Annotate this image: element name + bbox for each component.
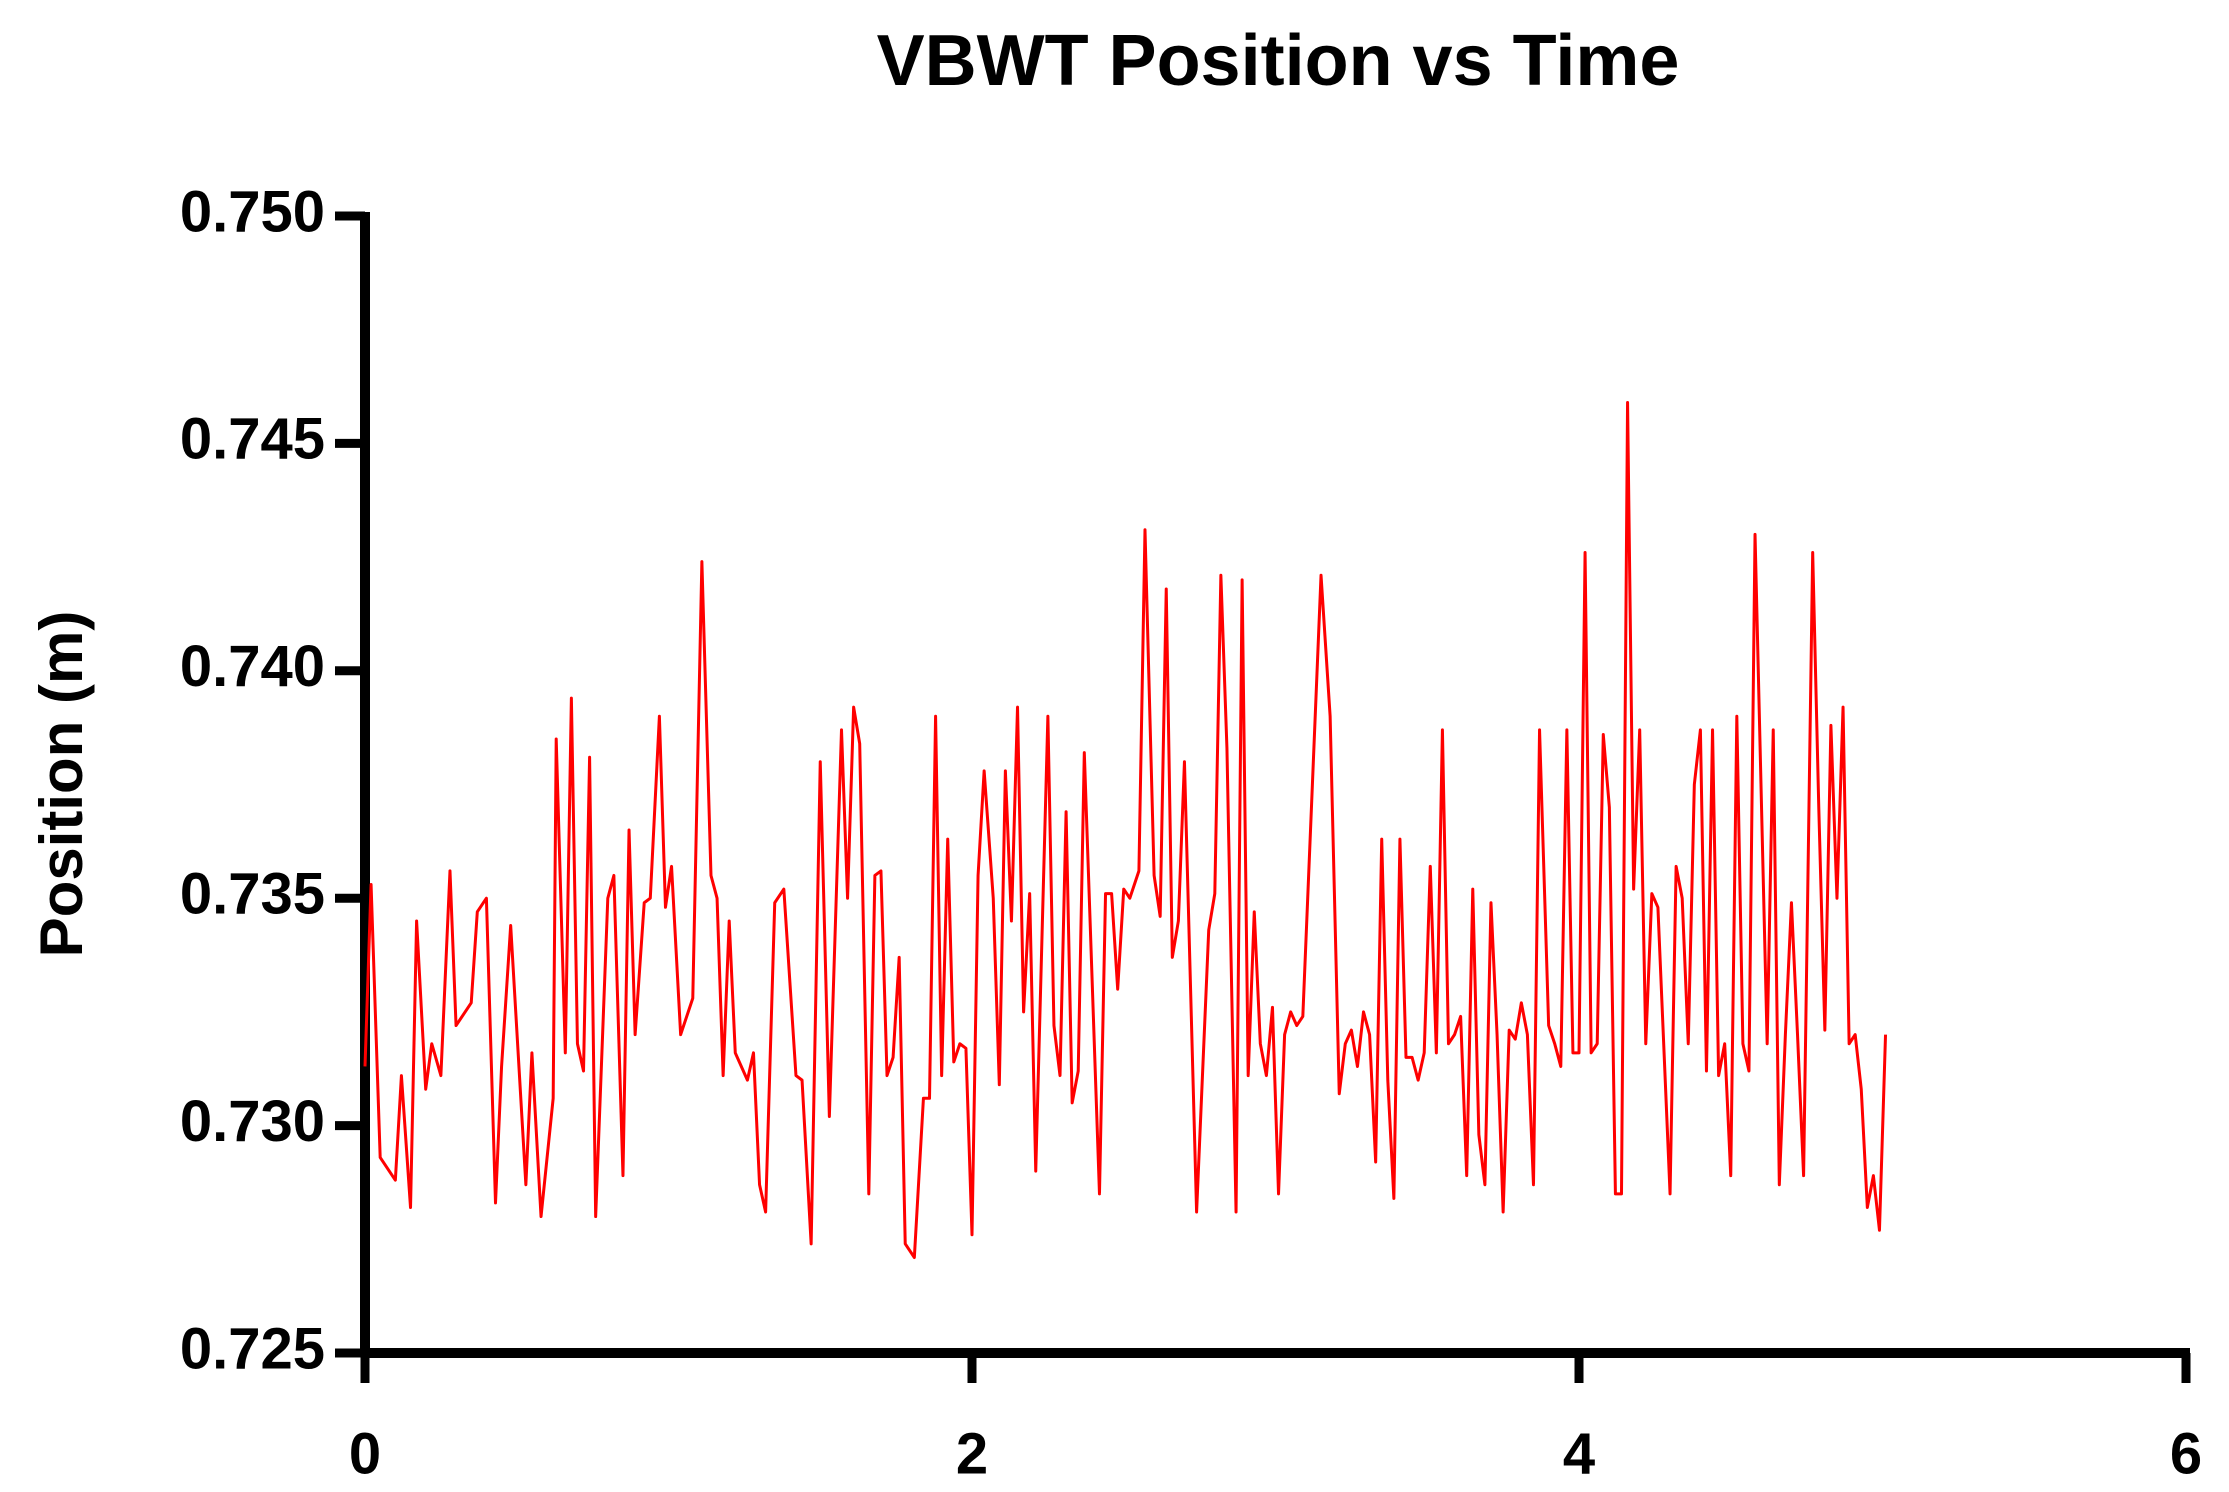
y-axis-label: Position (m): [28, 611, 95, 958]
data-line: [363, 400, 1888, 1259]
x-tick-label: 0: [349, 1421, 381, 1486]
y-tick-label: 0.745: [180, 407, 325, 472]
y-tick-label: 0.725: [180, 1316, 325, 1381]
x-tick-label: 4: [1563, 1421, 1595, 1486]
x-tick-label: 2: [956, 1421, 988, 1486]
y-tick-label: 0.750: [180, 179, 325, 244]
y-tick-label: 0.740: [180, 634, 325, 699]
chart-title: VBWT Position vs Time: [877, 21, 1680, 101]
x-tick-label: 6: [2170, 1421, 2202, 1486]
y-tick-label: 0.730: [180, 1089, 325, 1154]
y-tick-label: 0.735: [180, 862, 325, 927]
